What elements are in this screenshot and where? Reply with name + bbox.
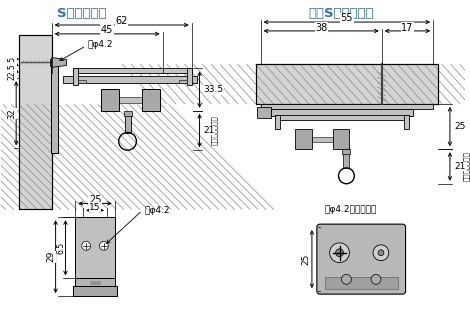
FancyBboxPatch shape — [317, 224, 406, 294]
Text: 29: 29 — [46, 251, 55, 262]
Bar — [19, 35, 52, 209]
Bar — [73, 286, 117, 296]
Text: 25: 25 — [301, 254, 311, 265]
Bar — [256, 64, 438, 104]
Text: 21: 21 — [204, 126, 215, 135]
Bar — [124, 111, 132, 116]
Bar — [78, 80, 86, 83]
Text: （カン下寸法）: （カン下寸法） — [212, 115, 218, 145]
Bar — [125, 113, 131, 133]
Text: 55: 55 — [341, 13, 353, 23]
Circle shape — [378, 250, 384, 256]
Bar — [75, 278, 115, 286]
Bar — [73, 68, 78, 85]
Text: 稴φ4.2（座堀付）: 稴φ4.2（座堀付） — [325, 205, 377, 214]
Text: 稴φ4.2: 稴φ4.2 — [87, 40, 113, 49]
Bar — [343, 149, 350, 154]
Circle shape — [336, 249, 344, 257]
Bar — [256, 64, 438, 104]
Bar — [344, 151, 349, 168]
Bar — [142, 89, 160, 111]
Text: 21: 21 — [455, 162, 466, 171]
Text: 6.5: 6.5 — [56, 242, 65, 254]
Bar — [119, 97, 142, 103]
Bar — [295, 130, 312, 149]
Circle shape — [371, 275, 381, 284]
Text: 25: 25 — [455, 122, 466, 131]
Text: 稴φ4.2: 稴φ4.2 — [144, 206, 170, 215]
Circle shape — [82, 241, 91, 250]
Bar — [333, 130, 349, 149]
Bar — [101, 89, 119, 111]
Circle shape — [100, 241, 109, 250]
Text: 45: 45 — [101, 25, 113, 35]
Bar — [51, 59, 58, 153]
Text: 62: 62 — [116, 16, 128, 26]
Bar — [73, 68, 192, 73]
Text: 25: 25 — [89, 195, 102, 205]
Bar — [63, 76, 196, 83]
Text: 天井Sブラケット: 天井Sブラケット — [309, 7, 374, 20]
Bar — [312, 137, 333, 142]
Polygon shape — [52, 57, 66, 67]
Bar — [325, 277, 398, 289]
Text: 15: 15 — [89, 203, 101, 212]
Circle shape — [342, 275, 352, 284]
Text: 6.5: 6.5 — [8, 56, 17, 68]
Circle shape — [329, 243, 349, 263]
Text: 32: 32 — [8, 108, 17, 118]
Text: 38: 38 — [315, 23, 327, 33]
Text: 17: 17 — [401, 23, 414, 33]
Text: Sブラケット: Sブラケット — [57, 7, 107, 20]
Bar — [50, 58, 58, 66]
Bar — [19, 35, 52, 209]
Text: 22.5: 22.5 — [8, 63, 17, 80]
Bar — [275, 115, 408, 120]
Bar — [261, 104, 433, 109]
Text: 33.5: 33.5 — [204, 85, 224, 94]
Bar — [257, 107, 271, 118]
Bar — [187, 68, 192, 85]
Bar — [275, 115, 281, 130]
Circle shape — [373, 245, 389, 261]
Text: （カン下寸法）: （カン下寸法） — [463, 152, 470, 181]
Bar — [179, 80, 187, 83]
Bar — [75, 217, 115, 278]
Bar — [404, 115, 408, 130]
Bar — [271, 109, 414, 116]
